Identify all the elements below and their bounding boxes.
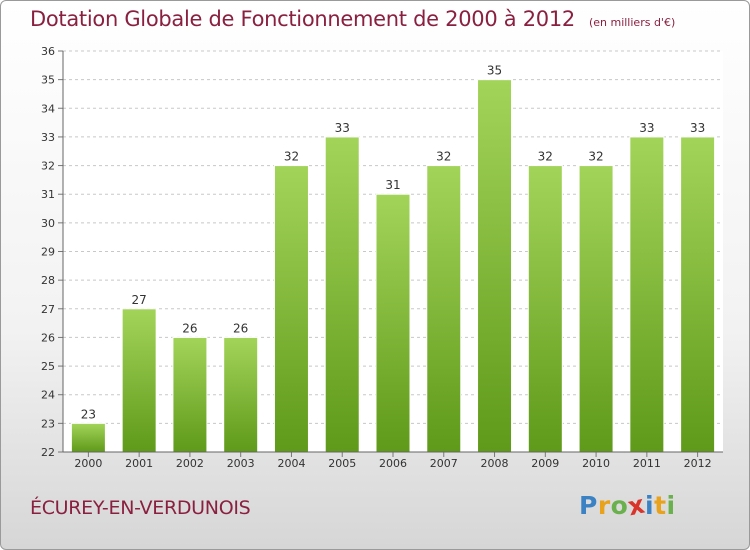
bar: [70, 422, 106, 453]
chart-subtitle: (en milliers d'€): [588, 16, 676, 29]
x-tick-label: 2005: [328, 457, 356, 470]
y-tick-label: 25: [41, 360, 55, 373]
logo-letter: i: [666, 491, 676, 520]
bar: [172, 336, 208, 453]
x-tick-label: 2011: [633, 457, 661, 470]
y-tick-label: 24: [41, 389, 55, 402]
bar: [527, 165, 563, 453]
chart-title-text: Dotation Globale de Fonctionnement de 20…: [30, 7, 575, 31]
y-tick-label: 35: [41, 74, 55, 87]
commune-name: ÉCUREY-EN-VERDUNOIS: [30, 497, 251, 519]
bar-value-label: 33: [690, 121, 705, 135]
bar: [477, 79, 513, 453]
x-tick-label: 2012: [684, 457, 712, 470]
logo-letter: t: [654, 491, 667, 520]
x-tick-label: 2002: [176, 457, 204, 470]
x-tick-label: 2008: [481, 457, 509, 470]
y-tick-label: 33: [41, 131, 55, 144]
x-tick-label: 2007: [430, 457, 458, 470]
y-tick-label: 23: [41, 417, 55, 430]
y-tick-label: 31: [41, 188, 55, 201]
x-tick-label: 2010: [582, 457, 610, 470]
x-tick-label: 2004: [277, 457, 305, 470]
y-tick-label: 34: [41, 102, 55, 115]
bar-value-label: 32: [436, 150, 451, 164]
bar: [578, 165, 614, 453]
x-tick-label: 2006: [379, 457, 407, 470]
bar: [375, 193, 411, 453]
bar-value-label: 32: [284, 150, 299, 164]
bar-value-label: 31: [385, 178, 400, 192]
y-tick-label: 32: [41, 160, 55, 173]
bar: [223, 336, 259, 453]
bar-value-label: 23: [81, 407, 96, 421]
x-tick-label: 2001: [125, 457, 153, 470]
y-tick-label: 28: [41, 274, 55, 287]
chart-title: Dotation Globale de Fonctionnement de 20…: [30, 7, 675, 31]
logo-letter: P: [579, 491, 598, 520]
bar: [680, 136, 716, 453]
y-tick-label: 29: [41, 246, 55, 259]
bar: [426, 165, 462, 453]
y-tick-label: 30: [41, 217, 55, 230]
bar-value-label: 32: [588, 150, 603, 164]
logo-letter: i: [645, 491, 655, 520]
bar-value-label: 27: [132, 293, 147, 307]
bar-value-label: 35: [487, 64, 502, 78]
x-tick-label: 2009: [531, 457, 559, 470]
y-tick-label: 27: [41, 303, 55, 316]
bar: [324, 136, 360, 453]
bar-value-label: 26: [233, 321, 248, 335]
x-tick-label: 2003: [227, 457, 255, 470]
bar: [273, 165, 309, 453]
bar-value-label: 26: [182, 321, 197, 335]
y-tick-label: 36: [41, 45, 55, 58]
bar: [121, 308, 157, 453]
proxiti-logo: Proxiti: [579, 490, 676, 522]
x-tick-label: 2000: [74, 457, 102, 470]
bar-value-label: 33: [639, 121, 654, 135]
y-tick-label: 22: [41, 446, 55, 459]
bar-value-label: 32: [538, 150, 553, 164]
logo-letter: r: [597, 491, 611, 520]
bar: [629, 136, 665, 453]
bar-value-label: 33: [335, 121, 350, 135]
logo-letter: o: [610, 491, 629, 520]
y-tick-label: 26: [41, 331, 55, 344]
